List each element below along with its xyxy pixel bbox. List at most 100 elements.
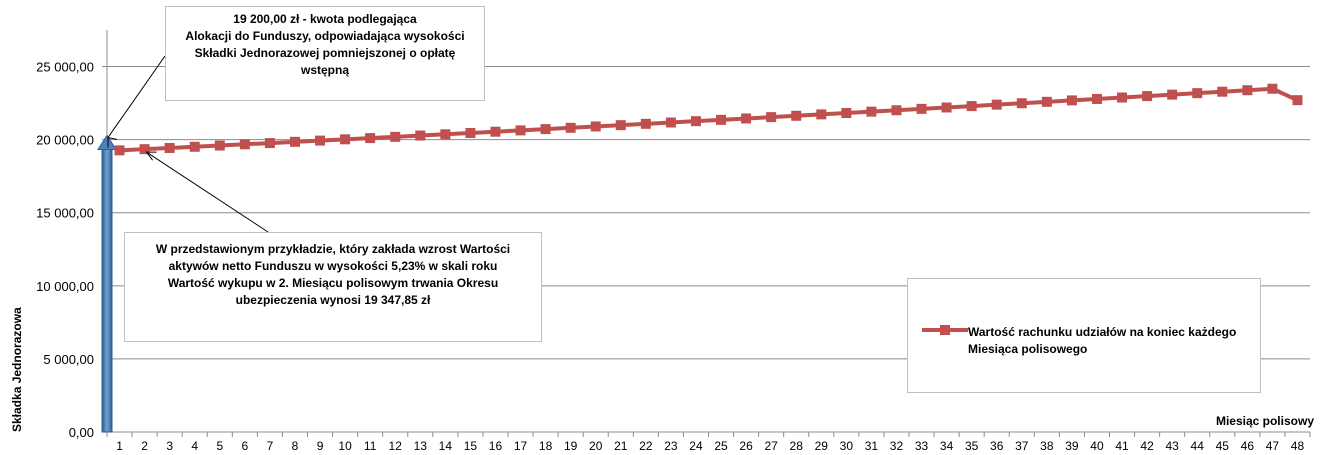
annotation-line: ubezpieczenia wynosi 19 347,85 zł bbox=[235, 293, 431, 307]
data-point bbox=[640, 118, 651, 129]
x-axis-title: Miesiąc polisowy bbox=[1216, 414, 1314, 428]
x-tick-label: 25 bbox=[714, 439, 728, 453]
data-point bbox=[440, 129, 451, 140]
x-tick-label: 23 bbox=[664, 439, 678, 453]
x-tick-label: 18 bbox=[539, 439, 553, 453]
x-tick-label: 43 bbox=[1165, 439, 1179, 453]
pointer-line bbox=[146, 151, 269, 233]
x-tick-label: 17 bbox=[514, 439, 528, 453]
x-tick-label: 44 bbox=[1191, 439, 1205, 453]
x-tick-label: 26 bbox=[739, 439, 753, 453]
x-tick-label: 22 bbox=[639, 439, 653, 453]
data-point bbox=[615, 120, 626, 131]
data-point bbox=[1041, 96, 1052, 107]
x-tick-label: 34 bbox=[940, 439, 954, 453]
y-tick-label: 15 000,00 bbox=[36, 206, 94, 221]
data-point bbox=[1192, 88, 1203, 99]
x-tick-label: 28 bbox=[790, 439, 804, 453]
x-tick-label: 47 bbox=[1266, 439, 1280, 453]
data-point bbox=[565, 122, 576, 133]
pointer-arrowhead bbox=[145, 151, 157, 161]
legend-label-line: Miesiąca polisowego bbox=[968, 342, 1088, 356]
annotation-surrender-value: W przedstawionym przykładzie, który zakł… bbox=[124, 232, 542, 342]
x-tick-label: 15 bbox=[464, 439, 478, 453]
arrow-shaft bbox=[101, 146, 113, 433]
data-point bbox=[966, 101, 977, 112]
data-point bbox=[214, 140, 225, 151]
annotation-line: W przedstawionym przykładzie, który zakł… bbox=[155, 242, 511, 256]
x-tick-label: 7 bbox=[267, 439, 274, 453]
data-point bbox=[1142, 91, 1153, 102]
data-point bbox=[415, 130, 426, 141]
data-point bbox=[1267, 83, 1278, 94]
data-point bbox=[1217, 86, 1228, 97]
data-point bbox=[340, 134, 351, 145]
x-tick-label: 45 bbox=[1216, 439, 1230, 453]
x-tick-label: 42 bbox=[1140, 439, 1154, 453]
x-tick-label: 4 bbox=[191, 439, 198, 453]
data-point bbox=[766, 112, 777, 123]
y-tick-label: 10 000,00 bbox=[36, 279, 94, 294]
x-tick-label: 21 bbox=[614, 439, 628, 453]
x-tick-label: 5 bbox=[216, 439, 223, 453]
data-point bbox=[189, 141, 200, 152]
data-point bbox=[264, 138, 275, 149]
x-tick-label: 20 bbox=[589, 439, 603, 453]
data-point bbox=[816, 109, 827, 120]
y-tick-label: 5 000,00 bbox=[43, 352, 94, 367]
annotation-line: aktywów netto Funduszu w wysokości 5,23%… bbox=[168, 259, 498, 273]
data-point bbox=[891, 105, 902, 116]
single-premium-arrow bbox=[97, 134, 117, 433]
data-point bbox=[716, 114, 727, 125]
x-tick-label: 16 bbox=[489, 439, 503, 453]
data-point bbox=[590, 121, 601, 132]
x-tick-label: 9 bbox=[317, 439, 324, 453]
callout-pointers bbox=[107, 55, 269, 233]
data-point bbox=[289, 136, 300, 147]
x-tick-label: 8 bbox=[292, 439, 299, 453]
x-tick-label: 12 bbox=[389, 439, 403, 453]
data-point bbox=[515, 125, 526, 136]
annotation-line: wstępną bbox=[300, 63, 349, 77]
x-tick-label: 36 bbox=[990, 439, 1004, 453]
x-tick-label: 48 bbox=[1291, 439, 1305, 453]
x-tick-label: 33 bbox=[915, 439, 929, 453]
annotation-line: Składki Jednorazowej pomniejszonej o opł… bbox=[194, 46, 456, 60]
x-tick-label: 10 bbox=[338, 439, 352, 453]
annotation-line: Wartość wykupu w 2. Miesiącu polisowym t… bbox=[167, 276, 499, 290]
x-tick-label: 32 bbox=[890, 439, 904, 453]
legend-label: Wartość rachunku udziałów na koniec każd… bbox=[968, 324, 1254, 358]
x-tick-label: 6 bbox=[242, 439, 249, 453]
annotation-line: 19 200,00 zł - kwota podlegająca bbox=[233, 12, 417, 26]
annotation-line: Alokacji do Funduszy, odpowiadająca wyso… bbox=[185, 29, 465, 43]
x-axis-ticks: 1 2 3 4 5 6 7 8 9 10 11 12 13 14 15 16 17 18 19 20 21 22 23 24 2… bbox=[106, 432, 1311, 453]
annotation-initial-allocation: 19 200,00 zł - kwota podlegająca Alokacj… bbox=[165, 6, 485, 101]
data-point bbox=[490, 126, 501, 137]
x-tick-label: 14 bbox=[439, 439, 453, 453]
x-tick-label: 39 bbox=[1065, 439, 1079, 453]
x-tick-label: 2 bbox=[141, 439, 148, 453]
data-point bbox=[365, 133, 376, 144]
legend-label-line: Wartość rachunku udziałów na koniec każd… bbox=[968, 325, 1237, 339]
data-point bbox=[139, 144, 150, 155]
y-axis-ticks: 0,00 5 000,00 10 000,00 15 000,00 20 000,00 2… bbox=[36, 60, 107, 440]
arrow-head bbox=[97, 134, 117, 150]
data-point bbox=[1242, 85, 1253, 96]
data-point bbox=[1016, 98, 1027, 109]
legend-swatch bbox=[922, 325, 968, 335]
x-tick-label: 19 bbox=[564, 439, 578, 453]
x-tick-label: 11 bbox=[364, 439, 377, 453]
data-point bbox=[540, 124, 551, 135]
data-point bbox=[239, 139, 250, 150]
data-point bbox=[1066, 95, 1077, 106]
y-tick-label: 20 000,00 bbox=[36, 133, 94, 148]
data-point bbox=[164, 142, 175, 153]
data-point bbox=[465, 127, 476, 138]
data-point bbox=[1167, 89, 1178, 100]
x-tick-label: 40 bbox=[1090, 439, 1104, 453]
legend: Wartość rachunku udziałów na koniec każd… bbox=[907, 278, 1261, 393]
x-tick-label: 30 bbox=[840, 439, 854, 453]
x-tick-label: 27 bbox=[764, 439, 778, 453]
y-tick-label: 0,00 bbox=[69, 425, 94, 440]
